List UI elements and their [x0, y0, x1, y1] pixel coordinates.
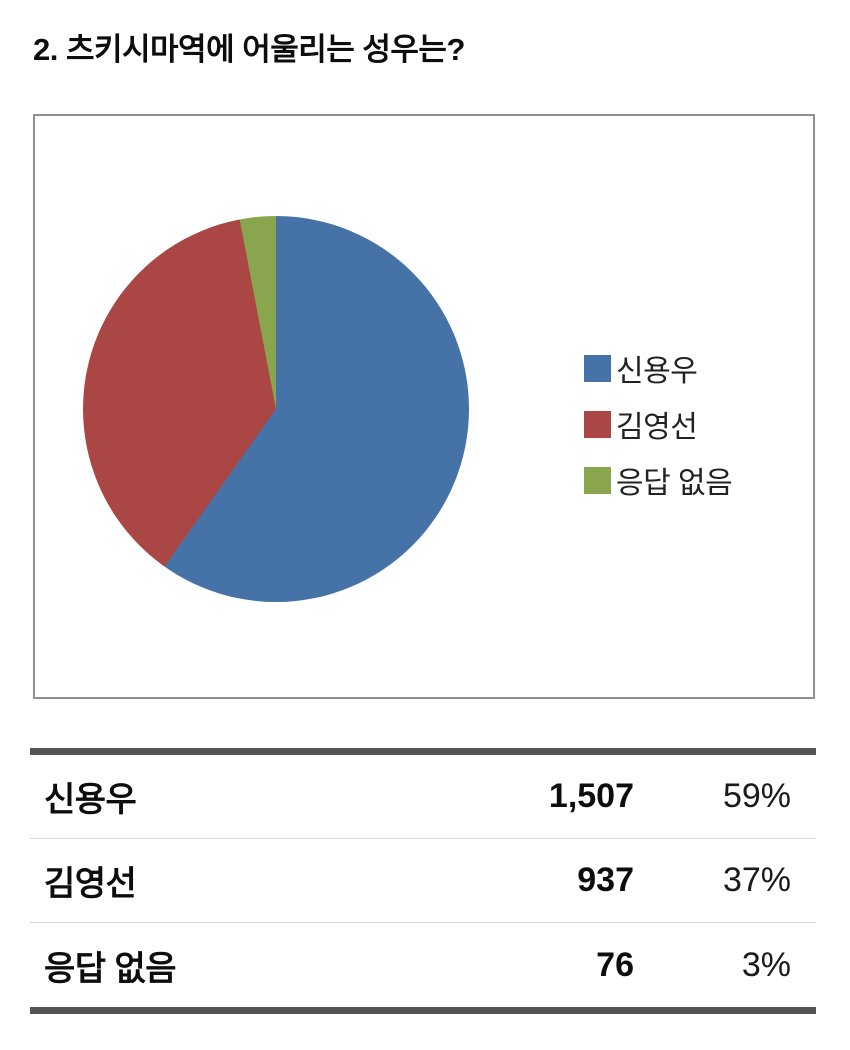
pie-chart-panel: 신용우 김영선 응답 없음: [33, 114, 815, 699]
legend-item: 김영선: [584, 402, 732, 446]
legend-swatch-icon: [584, 466, 611, 494]
row-label: 신용우: [44, 781, 137, 819]
legend-swatch-icon: [584, 410, 611, 438]
page-title: 2. 츠키시마역에 어울리는 성우는?: [33, 32, 465, 67]
table-row: 응답 없음 76 3%: [30, 923, 816, 1007]
row-count: 76: [596, 945, 634, 984]
results-table: 신용우 1,507 59% 김영선 937 37% 응답 없음 76 3%: [30, 748, 816, 1014]
legend-swatch-icon: [584, 354, 611, 382]
row-label: 응답 없음: [44, 949, 177, 988]
row-percent: 59%: [722, 777, 791, 815]
legend-label: 김영선: [616, 411, 698, 444]
row-label: 김영선: [44, 865, 137, 903]
pie-chart: [83, 216, 469, 602]
row-percent: 3%: [741, 945, 791, 984]
row-count: 937: [577, 861, 634, 899]
legend-label: 신용우: [616, 355, 698, 388]
table-row: 신용우 1,507 59%: [30, 755, 816, 839]
row-count: 1,507: [548, 777, 634, 815]
legend-label: 응답 없음: [616, 467, 733, 500]
legend-item: 신용우: [584, 346, 732, 390]
legend-item: 응답 없음: [584, 458, 733, 502]
row-percent: 37%: [722, 861, 791, 899]
chart-legend: 신용우 김영선 응답 없음: [584, 346, 733, 502]
table-row: 김영선 937 37%: [30, 839, 816, 923]
